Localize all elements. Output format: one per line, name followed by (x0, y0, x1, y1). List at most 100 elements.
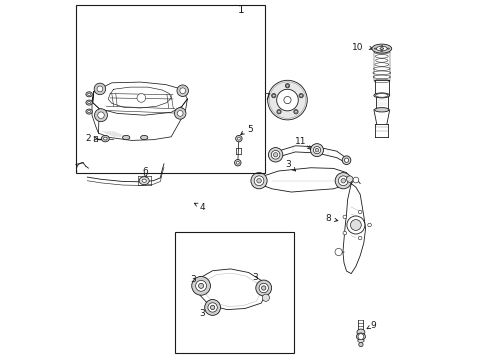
Circle shape (272, 94, 275, 97)
Text: 2: 2 (86, 134, 91, 143)
Ellipse shape (86, 109, 92, 114)
Circle shape (98, 112, 104, 118)
Circle shape (346, 176, 353, 183)
Circle shape (341, 179, 345, 183)
Text: 11: 11 (295, 136, 307, 145)
Ellipse shape (381, 45, 383, 46)
Circle shape (268, 80, 307, 120)
Text: 3: 3 (285, 161, 291, 169)
Circle shape (335, 173, 351, 189)
Circle shape (192, 276, 210, 295)
Circle shape (358, 210, 362, 214)
Ellipse shape (358, 339, 364, 342)
Ellipse shape (374, 48, 376, 49)
Ellipse shape (139, 177, 149, 185)
Text: 3: 3 (252, 274, 258, 282)
Ellipse shape (122, 135, 130, 140)
Text: 1: 1 (238, 5, 245, 15)
Circle shape (347, 216, 365, 234)
Ellipse shape (376, 46, 387, 51)
Ellipse shape (356, 333, 366, 340)
Ellipse shape (376, 94, 388, 97)
Ellipse shape (86, 92, 92, 97)
Circle shape (277, 89, 298, 111)
Circle shape (205, 300, 220, 315)
Circle shape (284, 96, 291, 104)
Ellipse shape (381, 50, 383, 52)
Circle shape (285, 84, 290, 88)
Circle shape (294, 110, 297, 113)
Ellipse shape (387, 48, 390, 49)
Circle shape (299, 94, 303, 98)
Text: 9: 9 (370, 321, 376, 330)
Circle shape (277, 109, 281, 114)
Circle shape (335, 248, 342, 256)
Circle shape (368, 223, 371, 227)
Circle shape (311, 144, 323, 157)
Ellipse shape (372, 44, 392, 53)
Ellipse shape (374, 108, 389, 112)
Circle shape (342, 156, 351, 165)
Text: 7: 7 (265, 93, 270, 102)
Circle shape (251, 173, 267, 189)
Circle shape (236, 135, 242, 142)
Circle shape (269, 148, 283, 162)
Ellipse shape (103, 137, 107, 140)
Circle shape (238, 137, 240, 140)
Circle shape (257, 179, 261, 183)
Circle shape (353, 177, 359, 183)
Bar (76, 5, 265, 173)
Circle shape (174, 108, 186, 119)
Ellipse shape (88, 93, 91, 95)
Ellipse shape (88, 102, 91, 104)
Circle shape (262, 286, 266, 290)
Ellipse shape (86, 100, 92, 105)
Circle shape (315, 148, 319, 152)
Text: 4: 4 (200, 202, 205, 211)
Text: 10: 10 (352, 43, 363, 52)
Circle shape (339, 176, 348, 186)
Circle shape (137, 94, 146, 102)
Ellipse shape (88, 111, 91, 113)
Circle shape (235, 159, 241, 166)
Circle shape (95, 109, 107, 122)
Circle shape (350, 220, 361, 230)
Circle shape (286, 84, 289, 87)
Circle shape (177, 111, 183, 116)
Circle shape (210, 305, 215, 310)
Circle shape (300, 94, 303, 97)
Circle shape (273, 153, 278, 157)
Circle shape (259, 283, 269, 293)
Text: 5: 5 (247, 125, 252, 134)
Circle shape (177, 85, 189, 96)
Circle shape (277, 110, 280, 113)
Circle shape (271, 150, 280, 159)
Ellipse shape (142, 179, 147, 182)
Circle shape (343, 215, 346, 219)
Circle shape (208, 303, 217, 312)
Circle shape (314, 147, 320, 154)
Circle shape (271, 94, 276, 98)
Ellipse shape (101, 135, 109, 142)
Circle shape (198, 283, 204, 288)
Circle shape (358, 236, 362, 240)
Circle shape (180, 88, 186, 94)
Ellipse shape (141, 135, 148, 140)
Ellipse shape (357, 329, 365, 336)
Circle shape (94, 83, 106, 95)
Text: 3: 3 (191, 274, 196, 284)
Ellipse shape (374, 93, 390, 98)
Circle shape (256, 280, 271, 296)
Circle shape (262, 294, 270, 301)
Text: 8: 8 (326, 214, 331, 223)
Circle shape (359, 342, 363, 347)
Circle shape (358, 334, 364, 339)
Circle shape (344, 158, 349, 162)
Circle shape (97, 86, 103, 92)
Bar (175, 232, 294, 353)
Circle shape (294, 109, 298, 114)
Circle shape (254, 176, 264, 186)
Circle shape (343, 231, 346, 235)
Circle shape (196, 280, 206, 291)
Circle shape (236, 161, 239, 164)
